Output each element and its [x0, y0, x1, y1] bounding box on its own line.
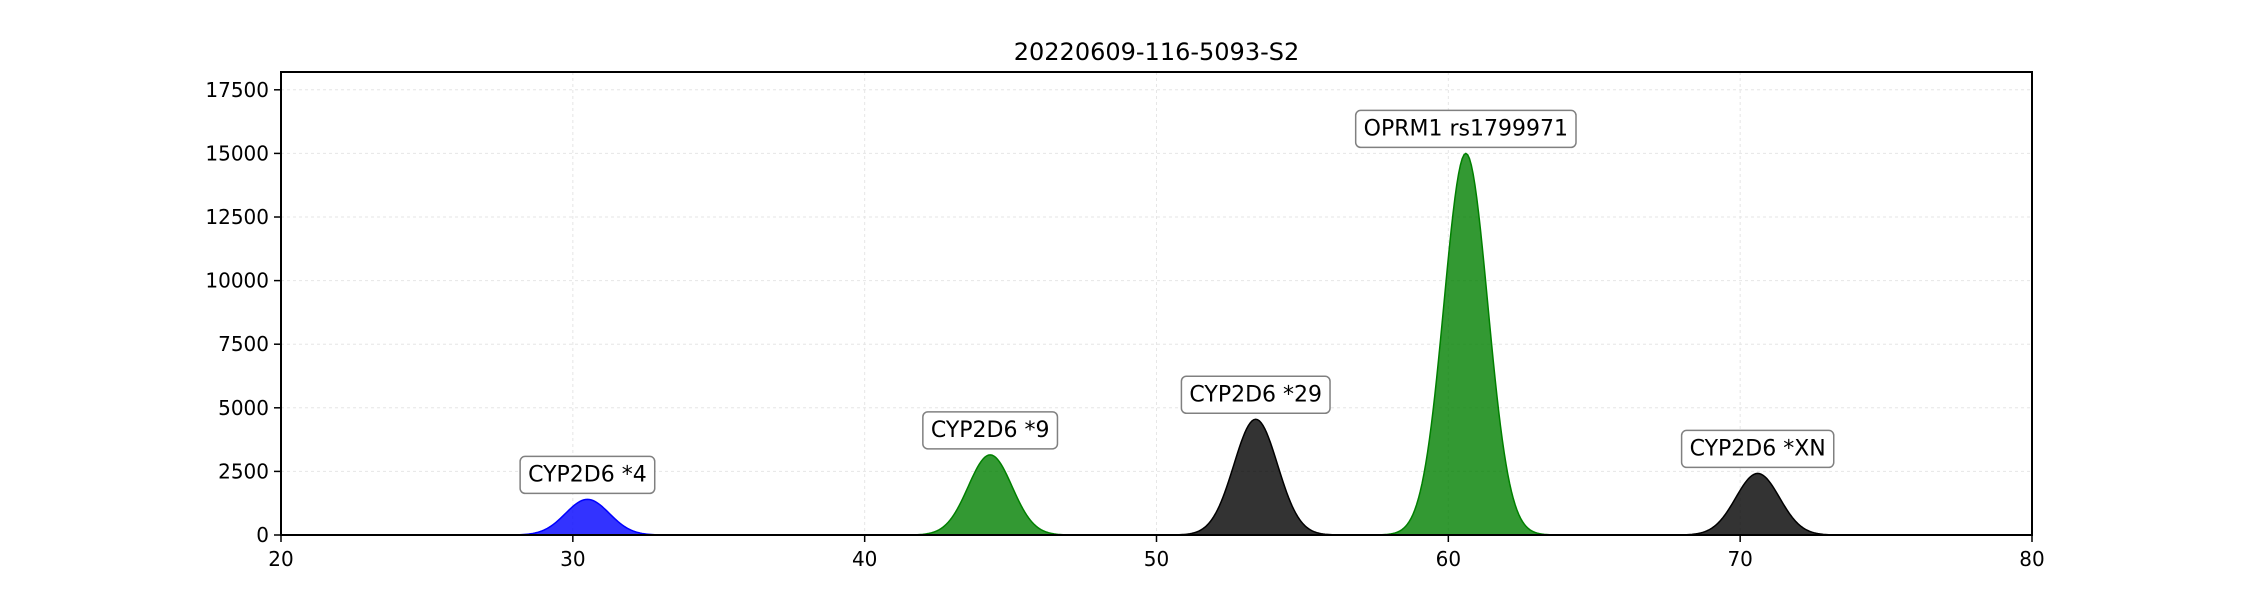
- x-axis: 20 30 40 50 60 70 80: [268, 535, 2045, 571]
- y-tick-label: 5000: [218, 396, 269, 420]
- peaks: [477, 152, 1868, 536]
- peak: [1146, 418, 1366, 536]
- peak-label-box: [519, 455, 656, 495]
- peak-label-box: [1180, 375, 1331, 414]
- peak-label-box: [922, 411, 1059, 450]
- peak-label-text: CYP2D6 *XN: [1690, 436, 1826, 461]
- peak-label: CYP2D6 *4: [519, 455, 656, 495]
- peak-label-text: CYP2D6 *29: [1189, 382, 1322, 407]
- peak: [1356, 152, 1576, 536]
- peak: [880, 454, 1100, 536]
- x-tick-label: 20: [268, 547, 293, 571]
- annotations: CYP2D6 *4 CYP2D6 *9 CYP2D6 *29 OPRM1 rs1799…: [519, 109, 1835, 495]
- peak-label-text: OPRM1 rs1799971: [1364, 116, 1568, 141]
- x-tick-label: 30: [560, 547, 585, 571]
- y-tick-label: 7500: [218, 332, 269, 356]
- peak-label: CYP2D6 *29: [1180, 375, 1331, 414]
- y-tick-label: 15000: [205, 141, 269, 165]
- peak-label: CYP2D6 *9: [922, 411, 1059, 450]
- peak-label-box: [1680, 429, 1835, 469]
- x-tick-label: 70: [1727, 547, 1752, 571]
- peak: [477, 498, 697, 536]
- x-tick-label: 50: [1144, 547, 1169, 571]
- y-tick-label: 17500: [205, 78, 269, 102]
- peak-label-text: CYP2D6 *4: [528, 462, 647, 487]
- peak-label: CYP2D6 *XN: [1680, 429, 1835, 469]
- y-tick-label: 0: [256, 523, 269, 547]
- peak: [1648, 472, 1868, 536]
- y-tick-label: 10000: [205, 269, 269, 293]
- x-tick-label: 60: [1436, 547, 1461, 571]
- peak-label: OPRM1 rs1799971: [1354, 109, 1577, 149]
- y-tick-label: 12500: [205, 205, 269, 229]
- x-tick-label: 40: [852, 547, 877, 571]
- x-tick-label: 80: [2019, 547, 2044, 571]
- peak-label-text: CYP2D6 *9: [931, 418, 1050, 443]
- y-tick-label: 2500: [218, 459, 269, 483]
- peak-label-box: [1354, 109, 1577, 149]
- y-axis: 0 2500 5000 7500 10000 12500 15000 17500: [205, 78, 281, 547]
- chart-title: 20220609-116-5093-S2: [1014, 38, 1300, 66]
